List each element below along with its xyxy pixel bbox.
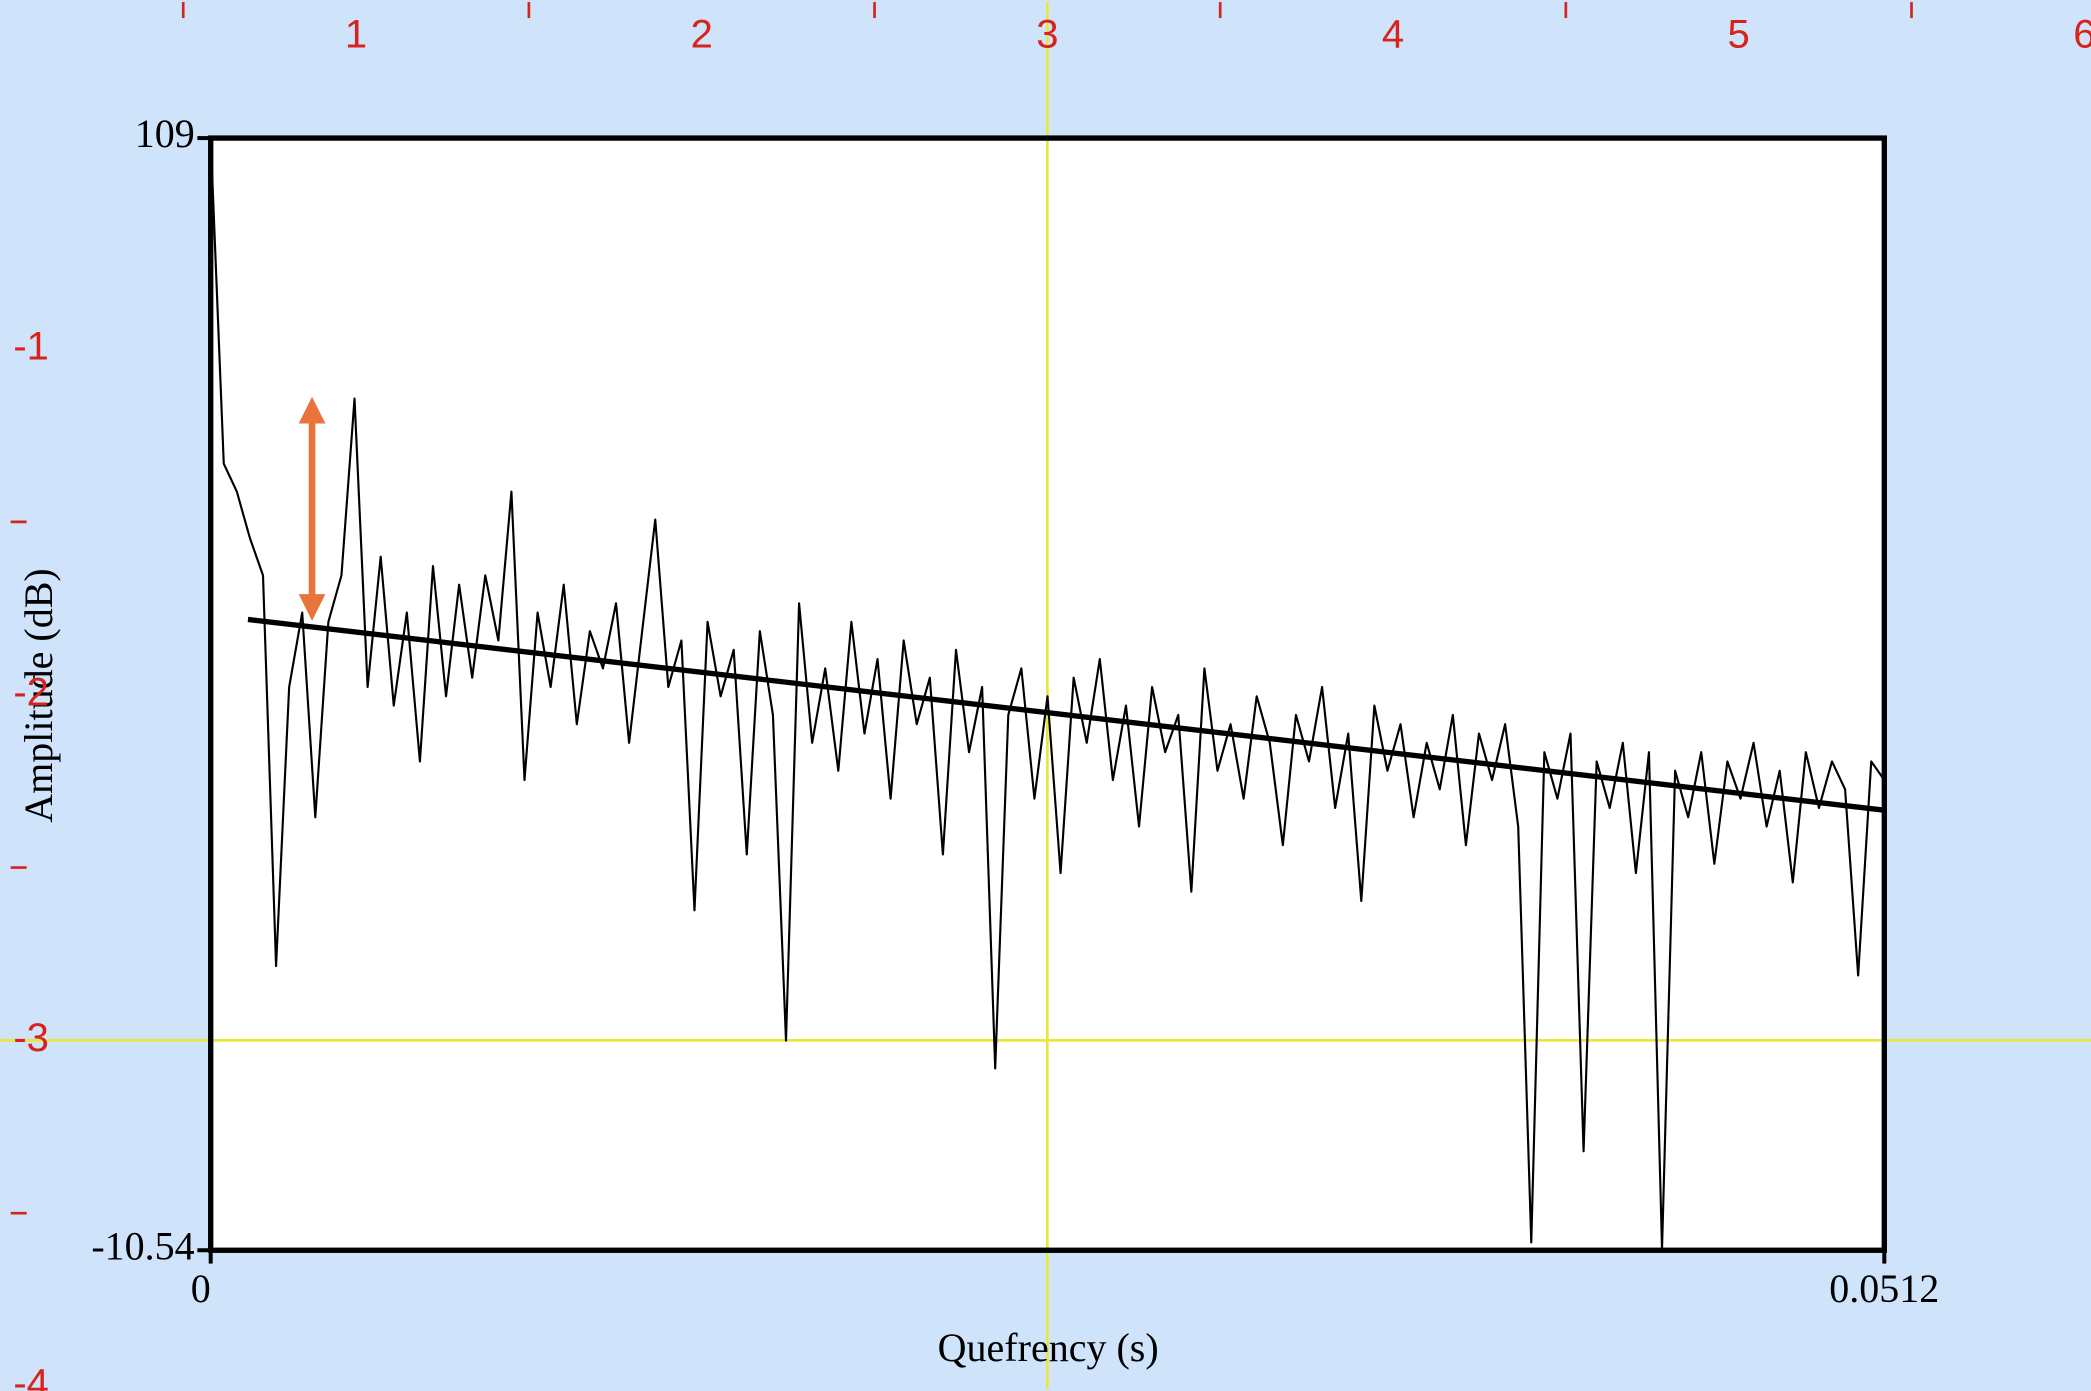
plot-frame — [208, 135, 1887, 1253]
ruler-y-label: -1 — [13, 325, 49, 369]
arrow-head — [298, 594, 326, 621]
ruler-x-label: 3 — [1036, 12, 1058, 56]
x-axis-label: Quefrency (s) — [938, 1325, 1159, 1370]
cepstrum-line — [209, 138, 1886, 1251]
ruler-x-label: 6 — [2073, 12, 2091, 56]
trend-line — [247, 616, 1885, 813]
ruler-x-label: 2 — [691, 12, 713, 56]
ruler-x-label: 5 — [1728, 12, 1750, 56]
ruler-y-label: -4 — [13, 1362, 49, 1391]
y-axis-label: Amplitude (dB) — [16, 568, 61, 822]
y-tick-label: -10.54 — [91, 1223, 194, 1268]
ruler-x-label: 1 — [345, 12, 367, 56]
ruler-y-label: -3 — [13, 1016, 49, 1060]
ruler-x-label: 4 — [1382, 12, 1404, 56]
x-tick-label: 0 — [191, 1266, 211, 1311]
x-tick-label: 0.0512 — [1829, 1266, 1939, 1311]
y-tick-label: 109 — [135, 111, 195, 156]
ruler-y-label: -2 — [13, 670, 49, 714]
arrow-head — [298, 396, 326, 424]
